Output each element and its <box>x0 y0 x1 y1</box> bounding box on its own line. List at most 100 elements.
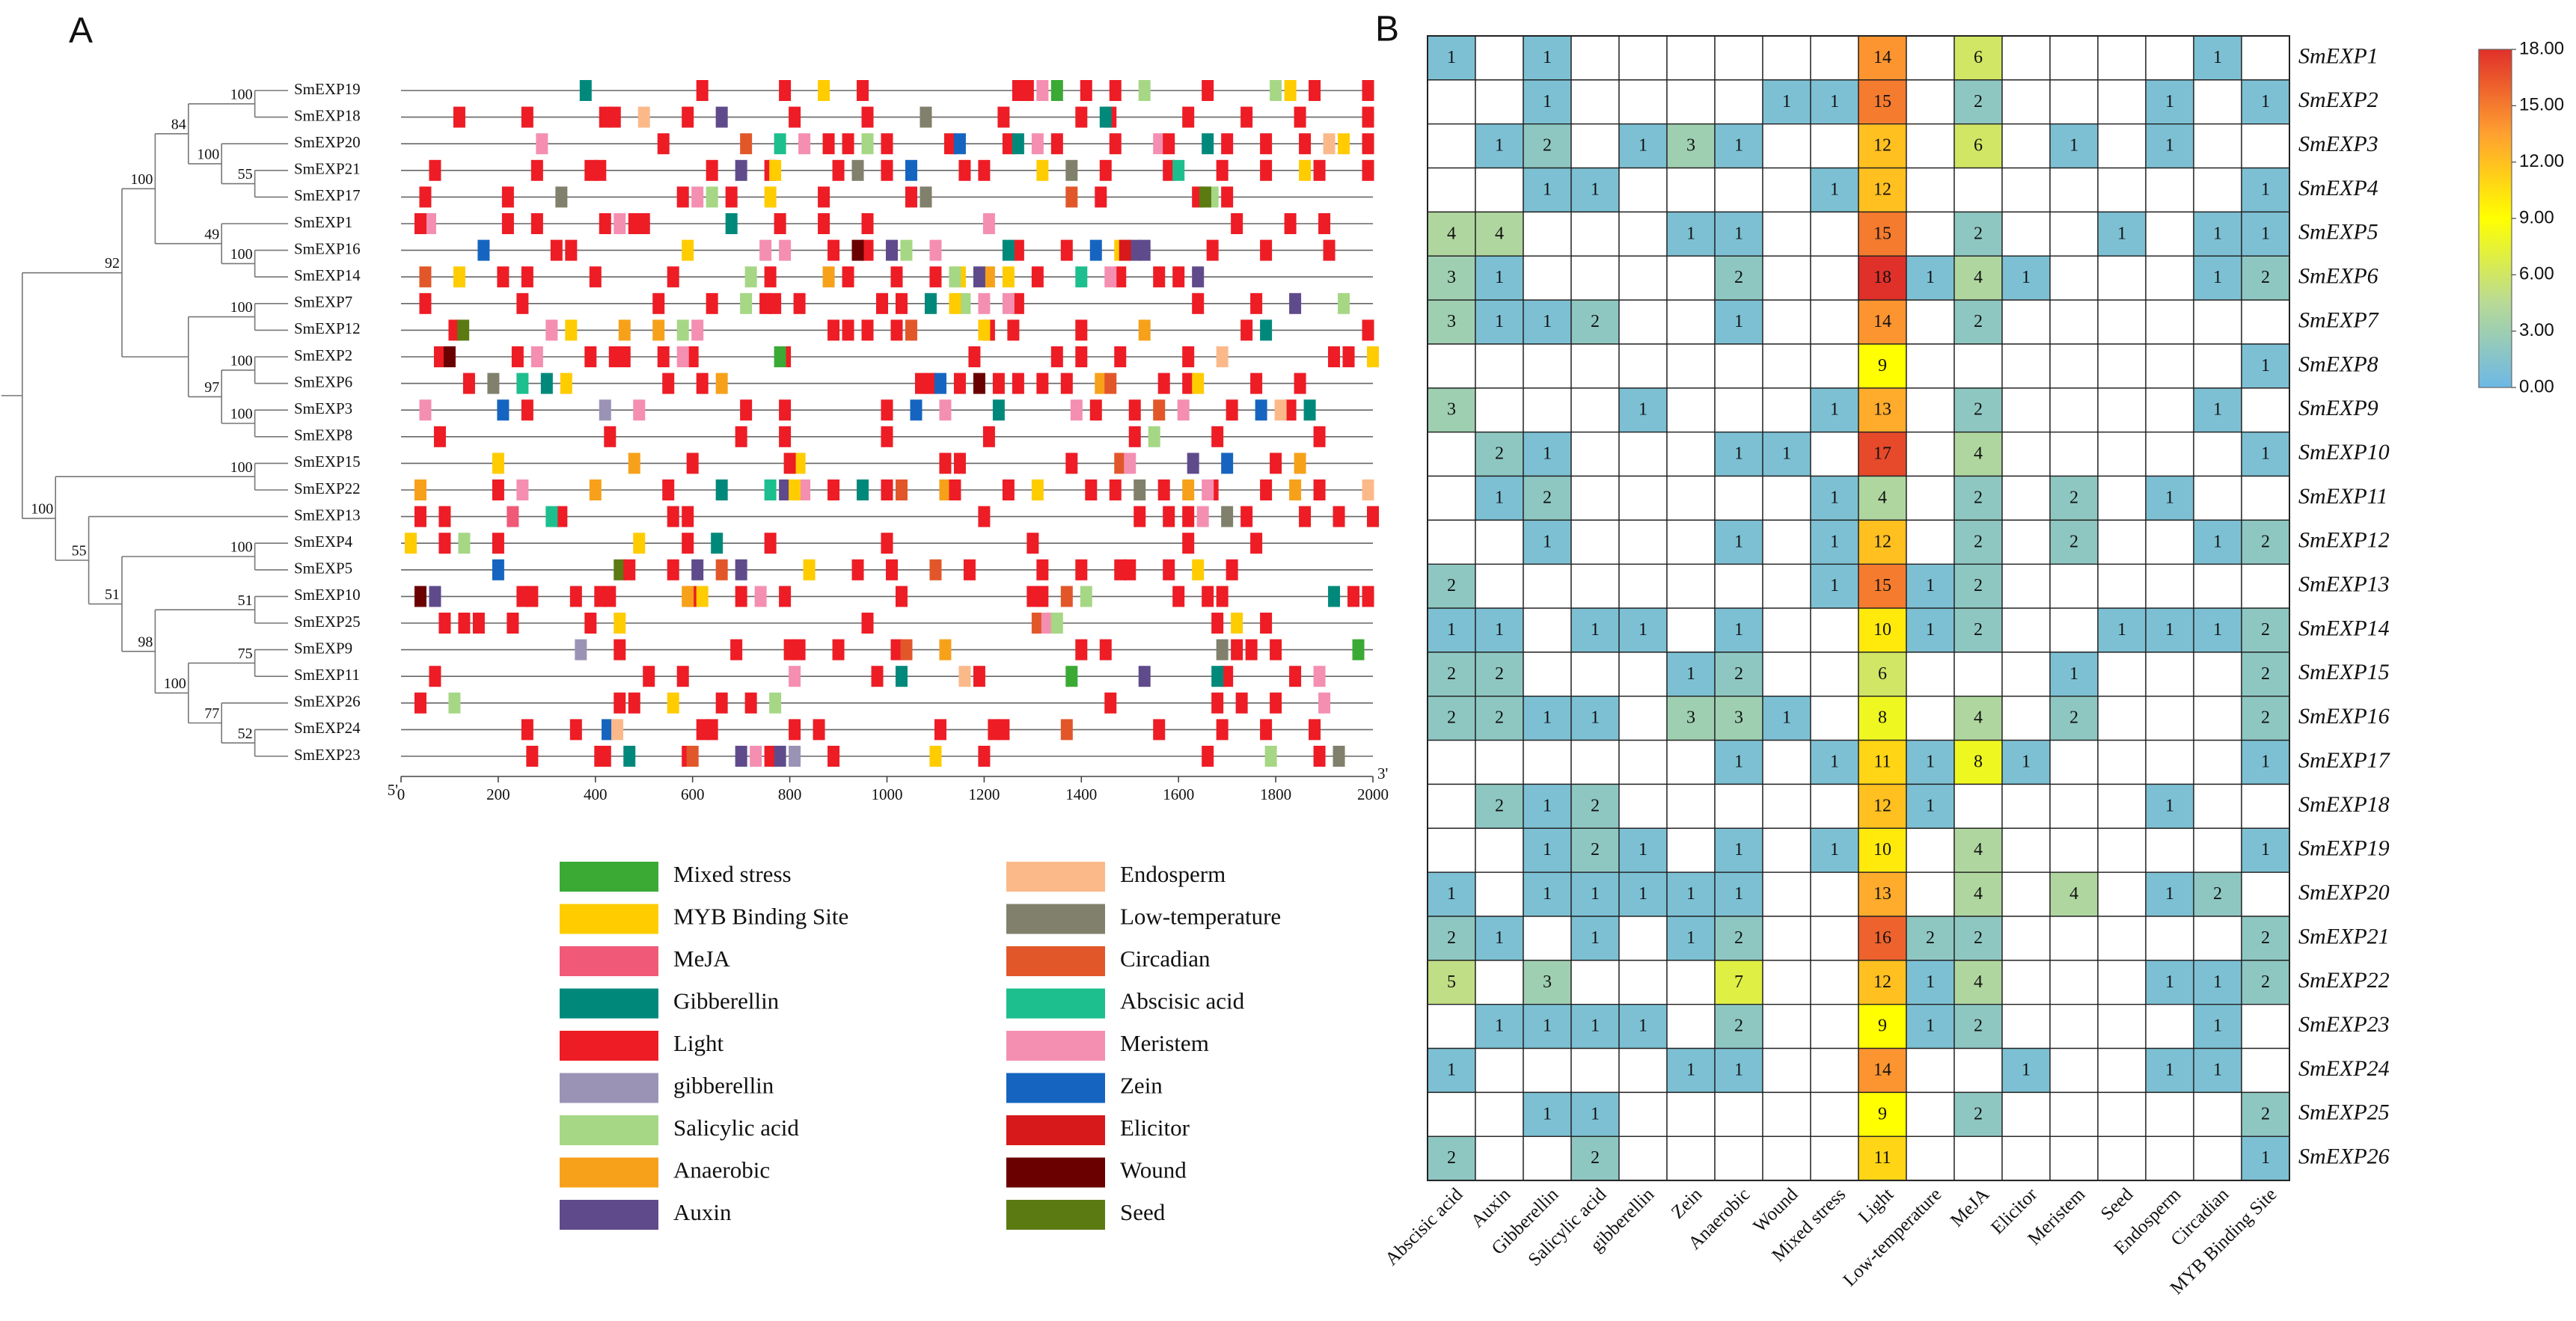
empty-cell <box>2001 960 2051 1005</box>
heat-cell <box>1858 211 1907 257</box>
heat-cell <box>1810 167 1859 213</box>
motif <box>565 319 578 341</box>
heat-cell <box>1714 827 1763 873</box>
empty-cell <box>2049 211 2099 257</box>
x-tick-label: 1400 <box>1065 785 1097 803</box>
empty-cell <box>2097 431 2147 477</box>
motif <box>885 559 898 580</box>
empty-cell <box>1523 563 1572 609</box>
motif <box>1002 292 1015 314</box>
empty-cell <box>2241 1047 2290 1094</box>
cell-value: 2 <box>1447 1148 1456 1168</box>
motif <box>667 559 679 580</box>
motif <box>1221 666 1234 687</box>
motif <box>1075 319 1088 341</box>
heat-cell <box>1714 739 1763 785</box>
cell-value: 2 <box>1974 928 1983 948</box>
motif <box>667 266 679 288</box>
heat-cell <box>1858 123 1907 169</box>
motif <box>973 373 985 394</box>
empty-cell <box>2001 916 2051 961</box>
cell-value: 1 <box>1495 1017 1504 1036</box>
empty-cell <box>2001 387 2051 433</box>
motif <box>487 373 500 394</box>
cell-value: 1 <box>1926 796 1935 815</box>
empty-cell <box>2193 783 2242 829</box>
bootstrap-label: 100 <box>31 501 53 518</box>
empty-cell <box>1570 475 1620 521</box>
panel-label: A <box>69 11 93 51</box>
motif <box>842 319 854 341</box>
empty-cell <box>1762 255 1811 301</box>
empty-cell <box>1570 343 1620 389</box>
bootstrap-label: 100 <box>230 459 253 476</box>
cell-value: 1 <box>1447 1060 1456 1079</box>
empty-cell <box>2001 652 2051 697</box>
motif <box>1192 559 1205 580</box>
heat-cell <box>1523 123 1572 169</box>
motif <box>1250 292 1263 314</box>
motif <box>861 319 874 341</box>
motif <box>1128 426 1141 447</box>
motif <box>764 266 777 288</box>
motif <box>516 479 529 500</box>
cell-value: 2 <box>1926 928 1935 948</box>
cell-value: 2 <box>1447 576 1456 595</box>
empty-cell <box>1618 783 1668 829</box>
motif <box>949 292 961 314</box>
gene-label: SmEXP17 <box>294 186 361 204</box>
motif <box>1182 346 1195 367</box>
motif <box>1080 80 1092 101</box>
empty-cell <box>2145 652 2194 697</box>
empty-cell <box>2001 871 2051 917</box>
motif <box>1202 133 1214 155</box>
empty-cell <box>1427 167 1476 213</box>
cell-value: 4 <box>1974 972 1983 992</box>
empty-cell <box>2097 916 2147 961</box>
bootstrap-label: 100 <box>230 246 253 263</box>
empty-cell <box>1810 255 1859 301</box>
motif <box>1328 586 1341 607</box>
motif <box>793 639 806 660</box>
heat-cell <box>1523 167 1572 213</box>
cell-value: 14 <box>1873 1060 1891 1079</box>
motif <box>1128 399 1141 421</box>
motif <box>929 746 942 767</box>
motif <box>1163 559 1175 580</box>
empty-cell <box>2241 783 2290 829</box>
motif <box>949 479 961 500</box>
heat-cell <box>1954 431 2003 477</box>
row-label: SmEXP25 <box>2298 1100 2390 1125</box>
empty-cell <box>1618 1047 1668 1094</box>
empty-cell <box>1523 739 1572 785</box>
heat-cell <box>2049 123 2099 169</box>
motif <box>1172 586 1185 607</box>
cell-value: 1 <box>2261 180 2270 199</box>
empty-cell <box>1475 35 1524 81</box>
heat-cell <box>1954 563 2003 609</box>
cell-value: 8 <box>1878 708 1887 728</box>
heatmap-frame <box>1427 35 2290 1182</box>
motif <box>1095 186 1107 208</box>
motif <box>696 719 709 741</box>
empty-cell <box>1810 960 1859 1005</box>
cell-value: 1 <box>1495 312 1504 331</box>
empty-cell <box>1762 519 1811 565</box>
heat-cell <box>1954 211 2003 257</box>
motif <box>507 613 519 634</box>
motif <box>730 639 743 660</box>
cell-value: 1 <box>2117 224 2126 243</box>
motif <box>769 292 782 314</box>
empty-cell <box>2193 299 2242 345</box>
empty-cell <box>1762 299 1811 345</box>
motif <box>783 639 796 660</box>
empty-cell <box>1523 211 1572 257</box>
motif <box>789 479 801 500</box>
cell-value: 1 <box>1543 444 1552 464</box>
gene-label: SmEXP20 <box>294 133 361 151</box>
cell-value: 15 <box>1873 576 1891 595</box>
empty-cell <box>2241 35 2290 81</box>
empty-cell <box>1570 211 1620 257</box>
motif <box>939 399 952 421</box>
motif <box>1192 266 1205 288</box>
